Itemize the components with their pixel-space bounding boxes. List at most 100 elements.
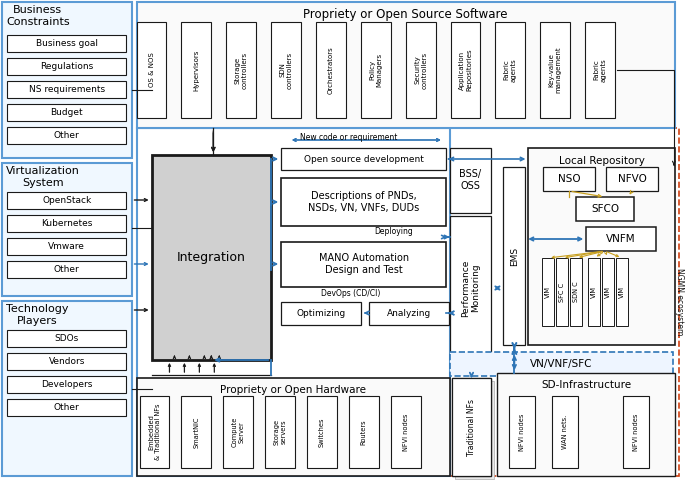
Bar — [449, 148, 491, 213]
Bar — [495, 22, 525, 118]
Bar — [503, 167, 525, 345]
Bar — [7, 81, 125, 98]
Text: Storage
controllers: Storage controllers — [235, 51, 248, 89]
Text: Business
Constraints: Business Constraints — [6, 5, 70, 26]
Bar — [184, 24, 213, 120]
Bar — [7, 238, 125, 255]
Text: NFVI nodes: NFVI nodes — [403, 413, 409, 451]
Text: WAN nets.: WAN nets. — [562, 415, 568, 449]
Bar — [136, 378, 449, 476]
Text: NS requirements: NS requirements — [29, 85, 105, 94]
Bar — [602, 258, 614, 326]
Bar — [510, 396, 535, 468]
Bar — [556, 258, 568, 326]
Text: BSS/
OSS: BSS/ OSS — [460, 169, 482, 191]
Text: Descriptions of PNDs,
NSDs, VN, VNFs, DUDs: Descriptions of PNDs, NSDs, VN, VNFs, DU… — [308, 191, 419, 213]
Text: Policy
Managers: Policy Managers — [369, 53, 382, 87]
Text: VN/VNF/SFC: VN/VNF/SFC — [530, 359, 593, 369]
Text: SDN C: SDN C — [573, 282, 579, 302]
Text: NSO: NSO — [558, 174, 580, 184]
Bar — [540, 22, 570, 118]
Bar — [265, 396, 295, 468]
Bar — [616, 258, 628, 326]
Text: VIM: VIM — [591, 286, 597, 298]
Text: Virtualization
System: Virtualization System — [6, 166, 80, 188]
Text: SDN
controllers: SDN controllers — [279, 51, 292, 89]
Bar — [451, 22, 480, 118]
Text: VIM: VIM — [619, 286, 625, 298]
Bar — [369, 302, 449, 325]
Bar — [281, 302, 361, 325]
Bar — [7, 104, 125, 121]
Bar — [349, 396, 379, 468]
Text: NFVI nodes: NFVI nodes — [633, 413, 639, 451]
Text: SFCO: SFCO — [591, 204, 619, 214]
Bar — [316, 22, 346, 118]
Bar — [7, 58, 125, 75]
Bar — [408, 24, 438, 120]
Bar — [570, 258, 582, 326]
Text: Budget: Budget — [51, 108, 83, 117]
Bar — [223, 396, 253, 468]
Text: Fabric
agents: Fabric agents — [504, 58, 517, 82]
Text: VNFM: VNFM — [606, 234, 636, 244]
Bar — [625, 398, 651, 470]
Text: NFVO: NFVO — [618, 174, 647, 184]
Bar — [543, 167, 595, 191]
Bar — [7, 261, 125, 278]
Text: DevOps (CD/CI): DevOps (CD/CI) — [321, 289, 381, 299]
Text: Traditional NFs: Traditional NFs — [467, 398, 476, 456]
Bar — [528, 148, 675, 345]
Bar — [140, 396, 169, 468]
Bar — [543, 258, 554, 326]
Bar — [2, 163, 132, 296]
Bar — [142, 398, 171, 470]
Bar — [497, 24, 527, 120]
Text: SmartNIC: SmartNIC — [193, 416, 199, 448]
Text: Vmware: Vmware — [49, 242, 85, 251]
Bar — [182, 22, 212, 118]
Bar — [558, 260, 570, 327]
Bar — [552, 396, 578, 468]
Bar — [587, 24, 617, 120]
Bar — [606, 167, 658, 191]
Bar — [2, 301, 132, 476]
Bar — [603, 260, 616, 327]
Text: Analyzing: Analyzing — [386, 309, 431, 317]
Bar — [586, 227, 656, 251]
Text: Business goal: Business goal — [36, 39, 98, 48]
Bar — [351, 398, 381, 470]
Bar — [393, 398, 423, 470]
Bar — [228, 24, 258, 120]
Bar — [309, 398, 339, 470]
Bar — [2, 2, 132, 158]
Bar — [7, 399, 125, 416]
Bar — [151, 155, 271, 360]
Text: Developers: Developers — [41, 380, 92, 389]
Bar — [225, 398, 256, 470]
Bar — [455, 381, 495, 479]
Text: Kubernetes: Kubernetes — [41, 219, 92, 228]
Bar — [390, 396, 421, 468]
Bar — [267, 398, 297, 470]
Bar — [281, 242, 445, 287]
Bar — [576, 197, 634, 221]
Text: Propriety or Open Source Software: Propriety or Open Source Software — [303, 8, 508, 21]
Text: Hypervisors: Hypervisors — [193, 49, 199, 91]
Text: Propriety or Open Hardware: Propriety or Open Hardware — [220, 385, 366, 395]
Text: Vendors: Vendors — [49, 357, 85, 366]
Bar — [136, 2, 675, 128]
Bar — [7, 35, 125, 52]
Text: Fabric
agents: Fabric agents — [594, 58, 607, 82]
Bar — [182, 396, 212, 468]
Bar — [451, 378, 491, 476]
Bar — [7, 330, 125, 347]
Bar — [588, 258, 600, 326]
Bar — [543, 24, 572, 120]
Text: MANO Automation
Design and Test: MANO Automation Design and Test — [319, 253, 409, 275]
Bar — [307, 396, 337, 468]
Bar — [7, 353, 125, 370]
Text: Open source development: Open source development — [304, 155, 424, 164]
Text: Application
Repositories: Application Repositories — [459, 48, 472, 91]
Text: Key-value
management: Key-value management — [549, 47, 562, 93]
